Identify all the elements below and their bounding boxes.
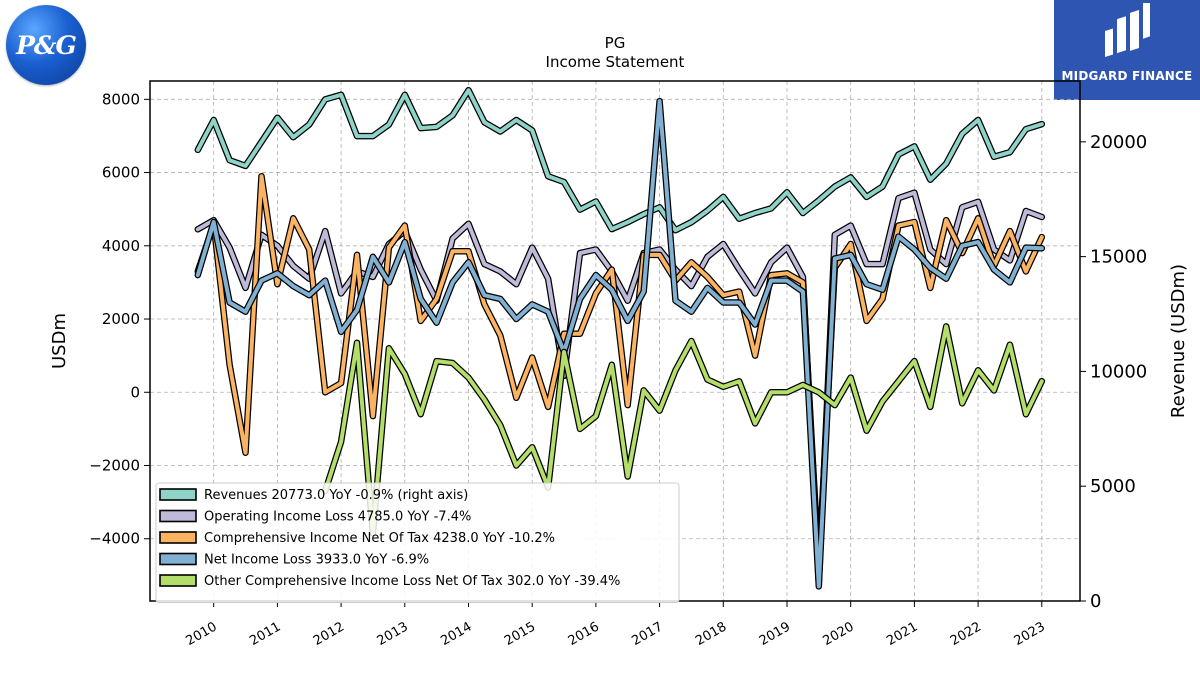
y-tick-label: 6000 (102, 164, 140, 182)
legend-entry-label: Other Comprehensive Income Loss Net Of T… (204, 574, 620, 589)
series-1 (194, 86, 1046, 234)
y-right-tick-label: 0 (1090, 591, 1101, 612)
y-right-tick-label: 15000 (1090, 247, 1147, 268)
y-right-tick-label: 5000 (1090, 476, 1136, 497)
legend-entry-label: Operating Income Loss 4785.0 YoY -7.4% (204, 510, 471, 525)
pg-logo: P&G (6, 5, 86, 85)
midgard-finance-logo: MIDGARD FINANCE (1054, 0, 1200, 100)
x-tick-label: 2010 (184, 619, 220, 649)
x-tick-label: 2019 (757, 619, 793, 649)
series-lines (194, 86, 1046, 590)
x-tick-label: 2018 (693, 619, 729, 649)
chart-subtitle: Income Statement (546, 53, 685, 71)
series-5 (321, 323, 1046, 537)
series-line (195, 190, 1044, 585)
x-tick-label: 2022 (948, 619, 984, 649)
legend-swatch (159, 509, 197, 523)
series-line (195, 174, 1044, 570)
y-tick-label: 4000 (102, 237, 140, 255)
y-tick-label: 0 (130, 383, 140, 401)
y-axis-label: USDm (49, 313, 70, 369)
series-2 (194, 189, 1046, 586)
y-right-tick-label: 20000 (1090, 132, 1147, 153)
x-tick-label: 2012 (311, 619, 347, 649)
legend-swatch (159, 488, 197, 501)
y-axis-right-label: Revenue (USDm) (1168, 264, 1189, 418)
x-tick-label: 2014 (438, 619, 474, 649)
x-tick-label: 2013 (375, 619, 411, 649)
y-tick-label: −4000 (89, 530, 140, 548)
chart-title: PG (605, 34, 626, 52)
x-tick-label: 2011 (247, 619, 283, 649)
x-tick-label: 2020 (821, 619, 857, 649)
legend-swatch (159, 574, 197, 587)
y-tick-label: −2000 (89, 457, 140, 475)
legend-entry-label: Net Income Loss 3933.0 YoY -6.9% (204, 553, 429, 568)
x-tick-label: 2023 (1012, 619, 1048, 649)
legend-box (155, 482, 680, 603)
series-4 (194, 97, 1046, 590)
y-tick-label: 2000 (102, 310, 140, 328)
x-tick-label: 2021 (884, 619, 920, 649)
series-line (323, 324, 1044, 536)
pg-logo-text: P&G (16, 30, 77, 60)
y-tick-label: 8000 (102, 90, 140, 108)
legend: Revenues 20773.0 YoY -0.9% (right axis) O… (155, 482, 680, 603)
midgard-finance-text: MIDGARD FINANCE (1061, 69, 1193, 83)
legend-swatch (159, 531, 197, 544)
legend-entry-label: Comprehensive Income Net Of Tax 4238.0 Y… (204, 531, 555, 546)
x-tick-label: 2017 (629, 619, 665, 649)
legend-entry-label: Revenues 20773.0 YoY -0.9% (right axis) (204, 488, 468, 503)
series-line (195, 88, 1044, 233)
y-right-tick-label: 10000 (1090, 361, 1147, 382)
midgard-finance-mark-icon (1105, 3, 1150, 58)
series-line-outline (194, 86, 1046, 234)
series-line (195, 99, 1044, 589)
series-3 (194, 172, 1046, 572)
x-tick-label: 2016 (566, 619, 602, 649)
x-tick-label: 2015 (502, 619, 538, 649)
legend-swatch (159, 552, 197, 566)
